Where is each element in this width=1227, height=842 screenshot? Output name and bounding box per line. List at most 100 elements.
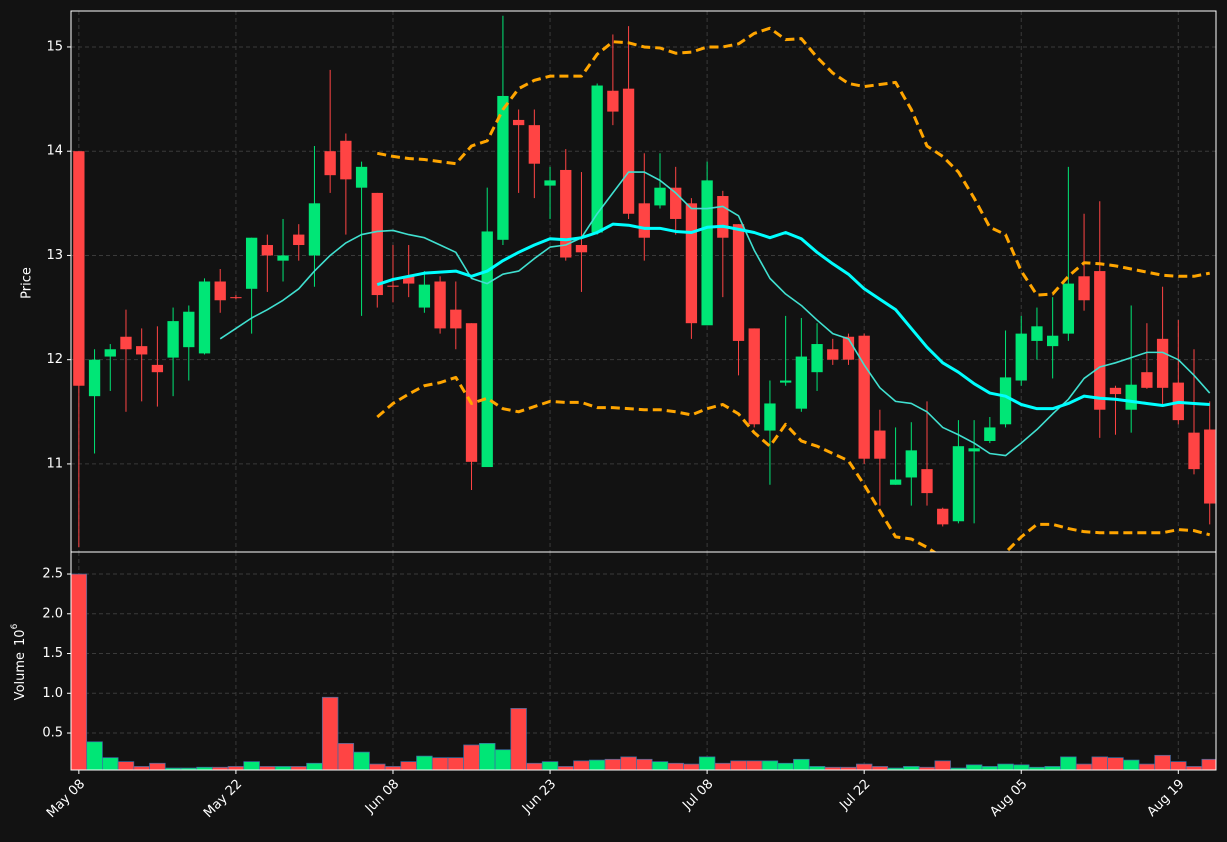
candle-body: [544, 180, 556, 186]
volume-bar: [71, 573, 88, 770]
candle-body: [293, 234, 305, 246]
candle-body: [874, 430, 886, 459]
overlay-line: [376, 222, 1210, 411]
volume-bar: [887, 767, 904, 770]
y-tick-label: 1.5: [42, 646, 63, 661]
candle-body: [1204, 429, 1216, 504]
volume-frame: [70, 551, 1217, 771]
candle-body: [858, 335, 870, 459]
candle-body: [732, 224, 745, 341]
candle-body: [654, 187, 666, 206]
volume-bar: [950, 767, 967, 770]
candle-body: [1125, 384, 1137, 410]
candle-body: [952, 446, 965, 522]
candle-body: [591, 85, 603, 233]
candle-body: [245, 237, 258, 289]
candle-body: [842, 336, 855, 360]
y-tick-label: 1.0: [42, 686, 63, 701]
y-tick-label: 2.5: [42, 567, 63, 582]
candle-body: [638, 203, 650, 238]
y-tick-label: 2.0: [42, 606, 63, 621]
candle-body: [764, 403, 776, 431]
candle-body: [984, 427, 996, 441]
candle-body: [183, 311, 195, 348]
candle-body: [308, 203, 321, 256]
volume-bar: [180, 767, 198, 770]
candle-body: [481, 231, 493, 468]
candle-body: [905, 450, 917, 478]
candle-body: [230, 297, 242, 299]
candle-body: [560, 169, 572, 258]
volume-scale-base: 10: [13, 629, 28, 646]
candle-body: [340, 140, 352, 180]
candle-body: [1141, 372, 1153, 388]
volume-bar: [463, 744, 480, 770]
candle-body: [88, 359, 101, 397]
candle-body: [387, 285, 399, 287]
candle-body: [465, 323, 478, 462]
candle-body: [1078, 276, 1090, 301]
candle-body: [1031, 326, 1043, 341]
volume-scale-exponent: 6: [10, 623, 20, 629]
candle-body: [1188, 432, 1200, 470]
volume-bar: [793, 758, 810, 770]
volume-bar: [510, 708, 527, 770]
price-panel: [73, 15, 1216, 552]
candle-body: [512, 119, 525, 126]
candle-body: [1046, 335, 1059, 347]
candle-body: [528, 125, 540, 164]
candle-body: [418, 284, 431, 308]
candle-body: [450, 309, 462, 329]
candle-body: [136, 346, 148, 355]
candle-body: [324, 151, 336, 176]
volume-bar: [934, 760, 951, 770]
candle-body: [1109, 387, 1122, 395]
volume-bar: [494, 749, 512, 770]
candle-body: [151, 364, 164, 373]
candle-body: [607, 90, 619, 112]
volume-bar: [337, 743, 355, 770]
candle-body: [921, 469, 933, 494]
candle-body: [73, 151, 85, 386]
candle-body: [575, 245, 588, 253]
candle-body: [701, 180, 713, 326]
candle-body: [937, 508, 949, 525]
y-tick-label: 15: [46, 39, 63, 54]
y-tick-label: 0.5: [42, 726, 63, 741]
candle-body: [1094, 271, 1106, 410]
volume-bar: [1201, 758, 1216, 770]
y-tick-label: 11: [46, 456, 63, 471]
volume-bar: [353, 751, 370, 770]
volume-bar: [321, 696, 339, 770]
volume-axis-label: Volume 106: [10, 623, 28, 700]
candle-body: [1015, 333, 1027, 381]
candle-body: [198, 281, 211, 354]
candle-body: [999, 377, 1012, 425]
candle-body: [277, 255, 289, 261]
overlay-line: [376, 375, 1211, 552]
candle-body: [748, 328, 760, 425]
candle-body: [214, 281, 226, 301]
candle-body: [1062, 283, 1075, 334]
candle-body: [497, 95, 509, 240]
candle-body: [811, 344, 823, 373]
candle-body: [685, 203, 698, 324]
y-tick-label: 13: [46, 248, 63, 263]
overlay-line: [219, 171, 1211, 457]
volume-label: Volume: [13, 652, 28, 700]
volume-bar: [86, 741, 103, 770]
volume-bar: [164, 767, 182, 770]
candle-body: [827, 349, 839, 360]
candle-body: [622, 88, 635, 214]
candle-body: [167, 321, 179, 358]
candle-body: [779, 380, 792, 383]
y-tick-label: 14: [46, 144, 63, 159]
candle-body: [795, 356, 808, 409]
candle-body: [717, 196, 729, 238]
overlay-line: [376, 26, 1211, 297]
y-axis-label: Price: [20, 267, 35, 299]
candle-body: [434, 281, 446, 329]
candle-body: [968, 448, 980, 452]
